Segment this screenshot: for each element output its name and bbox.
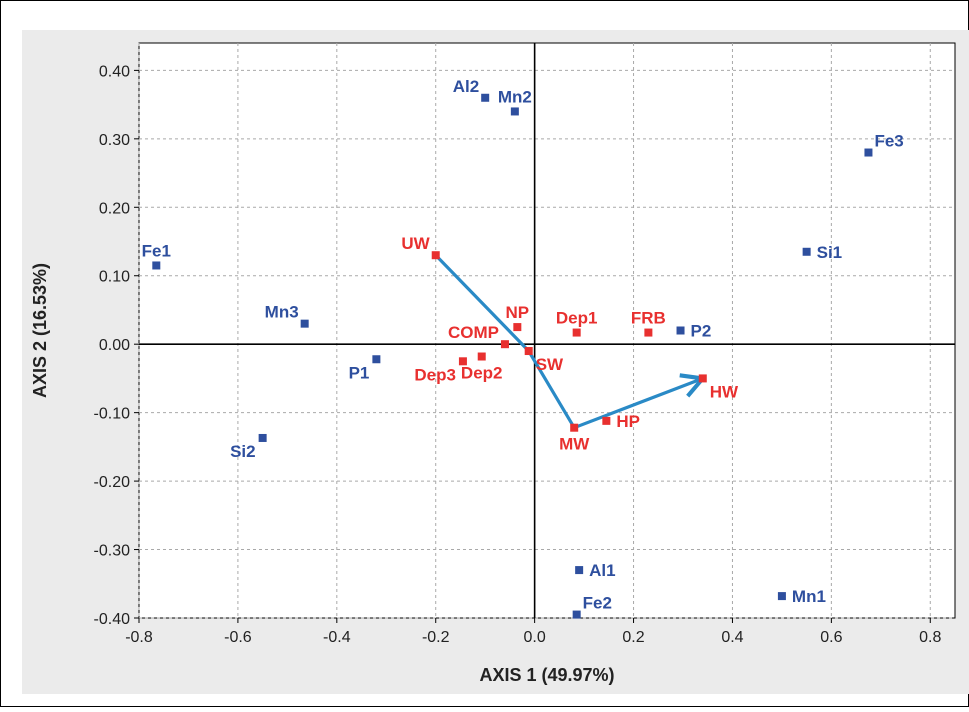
point-marker-fe1 <box>152 261 161 270</box>
point-label-fe1: Fe1 <box>142 241 171 260</box>
point-marker-np <box>513 323 522 332</box>
point-marker-si1 <box>802 247 811 256</box>
point-label-p1: P1 <box>349 363 370 382</box>
plot-area <box>138 42 956 619</box>
point-marker-mw <box>570 423 579 432</box>
point-label-hp: HP <box>616 412 640 431</box>
point-label-fe2: Fe2 <box>583 594 612 613</box>
y-axis-label: AXIS 2 (16.53%) <box>30 263 50 398</box>
point-label-mn2: Mn2 <box>498 87 532 106</box>
point-marker-comp <box>500 340 509 349</box>
y-tick-label: 0.10 <box>99 269 130 286</box>
point-marker-frb <box>644 328 653 337</box>
point-marker-al2 <box>481 93 490 102</box>
point-marker-mn2 <box>510 107 519 116</box>
point-label-al1: Al1 <box>589 561 615 580</box>
x-tick-label: 0.8 <box>919 629 941 646</box>
y-tick-label: 0.20 <box>99 200 130 217</box>
point-label-mw: MW <box>559 435 590 454</box>
x-tick-label: -0.2 <box>422 629 450 646</box>
point-label-si1: Si1 <box>817 243 843 262</box>
point-marker-sw <box>524 347 533 356</box>
y-tick-label: -0.20 <box>94 474 131 491</box>
point-label-fe3: Fe3 <box>874 132 903 151</box>
point-marker-hw <box>698 374 707 383</box>
point-marker-p1 <box>372 355 381 364</box>
y-tick-label: -0.10 <box>94 406 131 423</box>
point-marker-mn3 <box>300 319 309 328</box>
point-label-comp: COMP <box>448 323 499 342</box>
trajectory-arrows <box>434 254 703 430</box>
x-axis-label: AXIS 1 (49.97%) <box>479 665 614 685</box>
point-marker-hp <box>602 416 611 425</box>
x-tick-label: -0.8 <box>125 629 153 646</box>
point-marker-al1 <box>575 566 584 575</box>
point-label-np: NP <box>506 303 530 322</box>
point-marker-si2 <box>258 433 267 442</box>
point-label-mn3: Mn3 <box>265 303 299 322</box>
x-tick-label: -0.4 <box>323 629 351 646</box>
point-marker-dep2 <box>477 352 486 361</box>
y-tick-label: 0.40 <box>99 63 130 80</box>
point-label-dep1: Dep1 <box>556 309 598 328</box>
y-tick-label: 0.30 <box>99 132 130 149</box>
point-marker-p2 <box>676 326 685 335</box>
point-label-hw: HW <box>710 382 739 401</box>
point-marker-uw <box>431 251 440 260</box>
y-tick-label: -0.40 <box>94 611 131 628</box>
y-tick-label: 0.00 <box>99 337 130 354</box>
x-tick-label: 0.6 <box>820 629 842 646</box>
point-marker-dep1 <box>572 328 581 337</box>
x-tick-label: 0.2 <box>622 629 644 646</box>
axes <box>139 43 955 618</box>
grid <box>138 43 955 619</box>
point-marker-fe3 <box>864 148 873 157</box>
trajectory-arrow <box>434 254 703 430</box>
point-label-al2: Al2 <box>453 77 479 96</box>
y-tick-label: -0.30 <box>94 543 131 560</box>
point-label-dep3: Dep3 <box>414 365 456 384</box>
point-marker-dep3 <box>458 357 467 366</box>
point-label-uw: UW <box>401 234 430 253</box>
x-tick-label: 0.0 <box>524 629 546 646</box>
point-label-sw: SW <box>536 355 564 374</box>
x-tick-label: 0.4 <box>721 629 743 646</box>
point-marker-mn1 <box>777 592 786 601</box>
data-points: Al2 Mn2 Fe3 Fe1 Si1 Mn3 P2 P1 Si2 Al1 Fe2 Mn1 UW NP CO… <box>142 77 904 619</box>
point-label-p2: P2 <box>691 322 712 341</box>
tick-labels: -0.8 -0.6 -0.4 -0.2 0.0 0.2 0.4 0.6 0.8 0.40 0.30 0… <box>94 63 942 646</box>
point-label-frb: FRB <box>631 309 666 328</box>
point-label-mn1: Mn1 <box>792 587 826 606</box>
x-tick-label: -0.6 <box>224 629 252 646</box>
point-label-si2: Si2 <box>230 442 256 461</box>
point-marker-fe2 <box>572 610 581 619</box>
point-label-dep2: Dep2 <box>461 364 503 383</box>
